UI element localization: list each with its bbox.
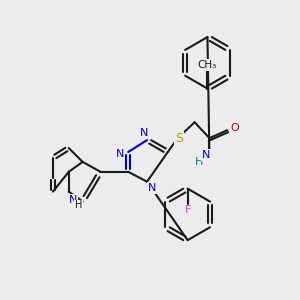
Text: N: N xyxy=(68,194,77,205)
Text: N: N xyxy=(202,150,211,160)
Text: CH₃: CH₃ xyxy=(198,60,217,70)
Text: H: H xyxy=(195,157,204,167)
Text: N: N xyxy=(140,128,148,138)
Text: N: N xyxy=(116,149,124,159)
Text: N: N xyxy=(148,183,156,193)
Text: S: S xyxy=(175,132,183,145)
Text: F: F xyxy=(184,206,191,215)
Text: H: H xyxy=(75,200,82,211)
Text: O: O xyxy=(231,123,240,133)
